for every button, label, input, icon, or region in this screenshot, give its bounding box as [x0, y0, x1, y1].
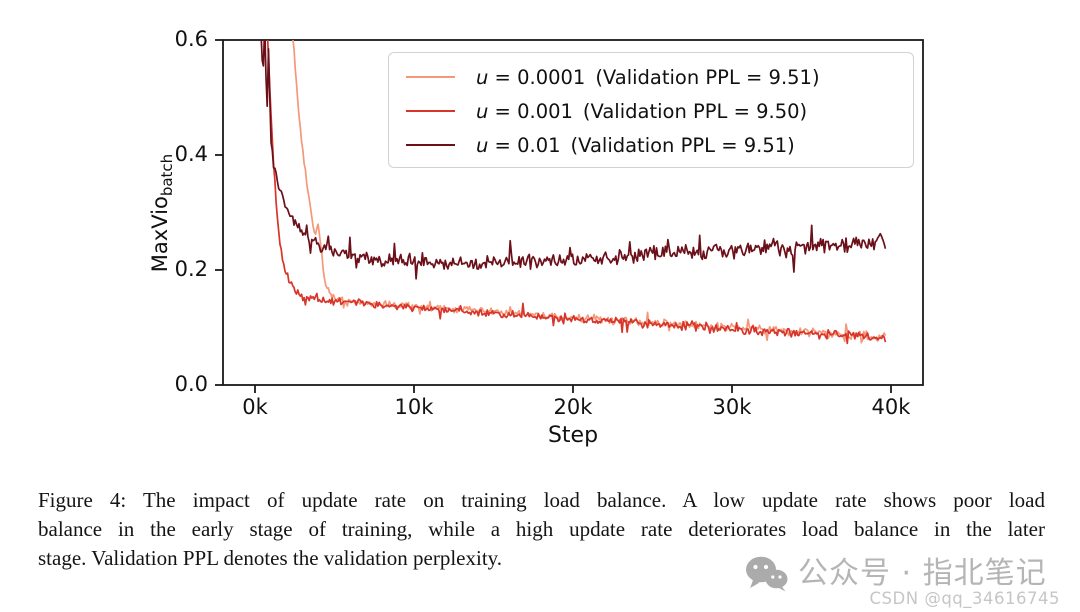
wechat-icon — [746, 556, 788, 592]
legend-label-u-0.001: u = 0.001 (Validation PPL = 9.50) — [476, 100, 807, 123]
legend-label-u-0.0001: u = 0.0001 (Validation PPL = 9.51) — [476, 66, 820, 89]
legend-eq-text: = 0.01 — [488, 133, 561, 157]
legend-eq-text: = 0.0001 — [488, 65, 586, 89]
x-axis-title: Step — [547, 423, 599, 448]
legend-var-symbol: u — [476, 99, 489, 123]
x-tick-label-40k: 40k — [871, 395, 911, 419]
y-axis-title-main: MaxVio — [148, 196, 172, 273]
chart-canvas — [215, 39, 924, 393]
chart-series-lines — [260, 40, 887, 345]
legend-ppl-text: (Validation PPL = 9.51) — [570, 133, 795, 157]
y-tick-label-0.2: 0.2 — [174, 257, 208, 281]
x-tick-marks — [254, 385, 892, 393]
figure-caption: Figure 4: The impact of update rate on t… — [38, 486, 1045, 573]
y-tick-marks — [215, 39, 223, 386]
y-axis-title-subscript: batch — [158, 153, 177, 197]
x-tick-label-0k: 0k — [242, 395, 268, 419]
legend-label-u-0.01: u = 0.01 (Validation PPL = 9.51) — [476, 134, 795, 157]
y-axis-title: MaxViobatch — [148, 111, 176, 315]
wechat-watermark: 公众号 · 指北笔记 — [744, 555, 1047, 593]
legend-ppl-text: (Validation PPL = 9.51) — [595, 65, 820, 89]
caption-line-3: stage. Validation PPL denotes the valida… — [38, 546, 503, 570]
figure-4-chart: 0.0 0.2 0.4 0.6 0k 10k 20k 30k 40k Step … — [148, 27, 924, 448]
csdn-watermark-text: CSDN @qq_34616745 — [869, 589, 1060, 608]
series-line-2 — [260, 40, 887, 280]
legend-line-swatch-u-0.0001 — [406, 75, 455, 79]
y-tick-label-0.0: 0.0 — [174, 372, 208, 396]
y-tick-label-0.6: 0.6 — [174, 27, 208, 51]
legend-entry-u-0.001: u = 0.001 (Validation PPL = 9.50) — [406, 94, 913, 128]
legend-eq-text: = 0.001 — [488, 99, 573, 123]
series-line-1 — [266, 40, 887, 345]
legend-line-swatch-u-0.01 — [406, 143, 455, 147]
legend-entry-u-0.01: u = 0.01 (Validation PPL = 9.51) — [406, 128, 913, 162]
caption-line-2: balance in the early stage of training, … — [38, 517, 1045, 541]
x-tick-label-20k: 20k — [553, 395, 593, 419]
chart-legend: u = 0.0001 (Validation PPL = 9.51) u = 0.… — [388, 52, 914, 168]
x-tick-label-30k: 30k — [712, 395, 752, 419]
legend-line-swatch-u-0.001 — [406, 109, 455, 113]
caption-line-1: Figure 4: The impact of update rate on t… — [38, 488, 1045, 512]
x-tick-label-10k: 10k — [394, 395, 434, 419]
wechat-watermark-text: 公众号 · 指北笔记 — [798, 556, 1047, 591]
legend-var-symbol: u — [476, 65, 489, 89]
legend-entry-u-0.0001: u = 0.0001 (Validation PPL = 9.51) — [406, 60, 913, 94]
legend-var-symbol: u — [476, 133, 489, 157]
y-tick-label-0.4: 0.4 — [174, 142, 208, 166]
legend-ppl-text: (Validation PPL = 9.50) — [582, 99, 808, 123]
